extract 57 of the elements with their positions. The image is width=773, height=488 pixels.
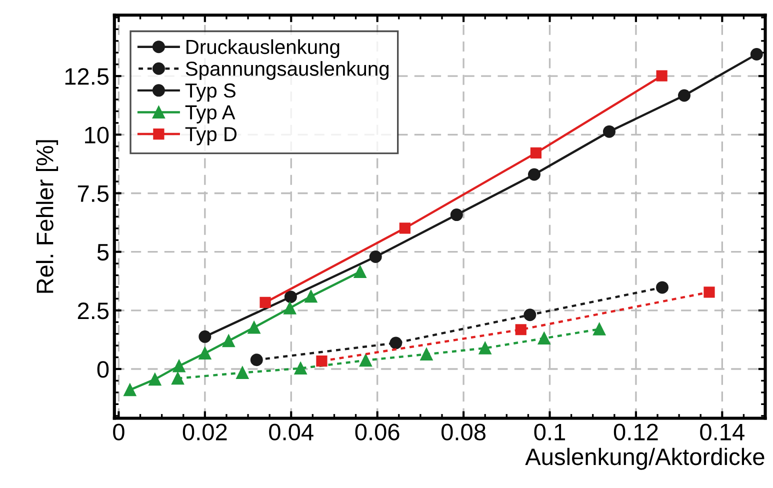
x-tick-label: 0.14: [700, 424, 744, 440]
point: [390, 336, 402, 350]
point: [538, 332, 550, 345]
point: [678, 89, 690, 102]
x-tick-label: 0.02: [182, 424, 227, 440]
point: [222, 334, 235, 348]
point: [316, 355, 328, 367]
point: [304, 290, 318, 303]
point: [656, 281, 669, 294]
x-tick-label: 0.04: [269, 424, 314, 440]
x-tick-label: 0: [113, 424, 124, 440]
point: [420, 348, 433, 360]
legend-label: Typ A: [185, 105, 236, 124]
x-tick-label: 0.1: [534, 424, 566, 440]
point: [450, 208, 463, 222]
point: [750, 48, 763, 61]
y-tick-label: 12.5: [65, 68, 109, 85]
point: [148, 373, 162, 386]
point: [524, 308, 536, 322]
point: [354, 265, 366, 278]
point: [515, 324, 526, 336]
point: [602, 125, 616, 138]
point: [656, 70, 668, 82]
point: [399, 222, 410, 234]
point: [704, 286, 715, 298]
point: [528, 168, 540, 181]
legend-label: Typ D: [185, 127, 237, 146]
point: [198, 330, 212, 343]
point: [294, 362, 307, 375]
point: [236, 366, 249, 379]
point: [593, 322, 606, 336]
x-tick-label: 0.12: [614, 424, 658, 440]
legend-label: Spannungsauslenkung: [186, 61, 389, 80]
point: [172, 360, 186, 372]
point: [250, 354, 263, 366]
legend-label: Typ S: [185, 83, 236, 102]
y-tick-label: 0: [97, 361, 109, 378]
point: [478, 342, 492, 354]
point: [369, 250, 382, 263]
y-axis-title: Rel. Fehler [%]: [36, 140, 58, 293]
point: [530, 147, 542, 158]
x-tick-label: 0.06: [355, 424, 400, 440]
x-axis-title: Auslenkung/Aktordicke: [525, 448, 764, 470]
y-tick-label: 2.5: [78, 302, 109, 320]
point: [260, 296, 271, 308]
point: [198, 347, 212, 360]
point: [124, 384, 136, 396]
x-tick-label: 0.08: [441, 424, 486, 440]
point: [284, 302, 296, 314]
point: [248, 321, 260, 334]
y-tick-label: 5: [97, 244, 109, 261]
point: [284, 290, 297, 304]
legend-label: Druckauslenkung: [186, 39, 340, 58]
y-tick-label: 10: [85, 126, 109, 144]
point: [359, 354, 372, 367]
y-tick-label: 7.5: [78, 186, 109, 202]
point: [172, 372, 184, 385]
